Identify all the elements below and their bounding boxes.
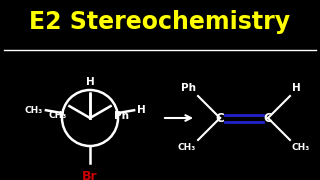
- Text: C: C: [216, 111, 224, 125]
- Text: CH₃: CH₃: [292, 143, 310, 152]
- Text: H: H: [292, 83, 301, 93]
- Text: C: C: [264, 111, 272, 125]
- Text: CH₃: CH₃: [48, 111, 66, 120]
- Text: CH₃: CH₃: [178, 143, 196, 152]
- Text: Ph: Ph: [181, 83, 196, 93]
- Text: CH₃: CH₃: [25, 106, 43, 115]
- Text: H: H: [86, 77, 94, 87]
- Text: Br: Br: [82, 170, 98, 180]
- Text: Ph: Ph: [114, 111, 129, 121]
- Text: H: H: [137, 105, 146, 115]
- Text: E2 Stereochemistry: E2 Stereochemistry: [29, 10, 291, 34]
